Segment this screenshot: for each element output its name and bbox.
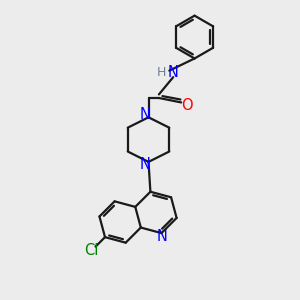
Text: N: N (168, 65, 178, 80)
Text: N: N (157, 229, 167, 244)
Text: O: O (181, 98, 193, 113)
Text: N: N (140, 158, 151, 172)
Text: N: N (140, 107, 151, 122)
Text: Cl: Cl (84, 243, 98, 258)
Text: H: H (157, 66, 167, 79)
